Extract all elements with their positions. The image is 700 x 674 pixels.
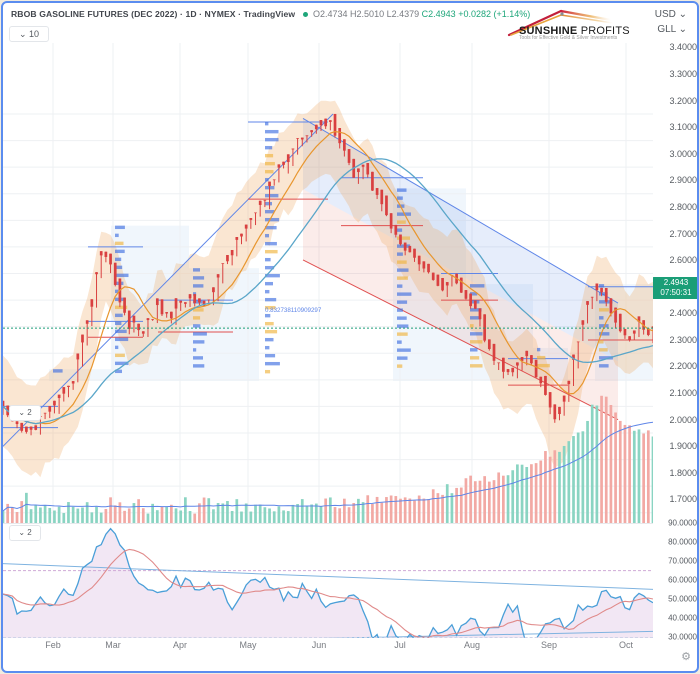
svg-text:0.832738110909297: 0.832738110909297 [265,307,322,314]
